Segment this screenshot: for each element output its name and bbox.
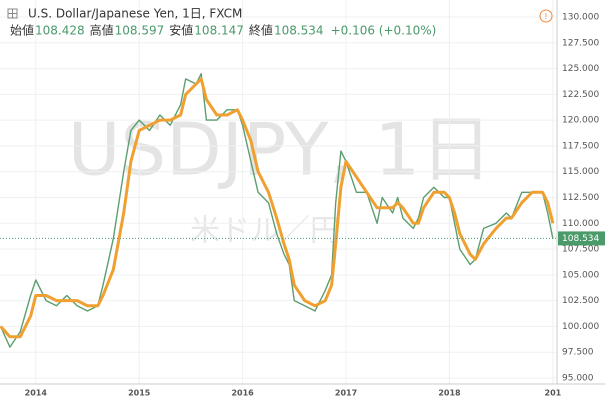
x-tick-label: 2016 (231, 389, 254, 398)
y-tick-label: 125.000 (562, 64, 599, 74)
y-tick-label: 130.000 (562, 13, 599, 23)
ohlc-text: 終値 (249, 23, 273, 38)
y-tick-label: 107.500 (562, 245, 599, 255)
x-tick-label: 201 (545, 389, 562, 398)
ohlc-row: 始値 108.428 高値 108.597 安値 108.147 終値 108.534 +0.1… (10, 23, 436, 38)
y-tick-label: 115.000 (562, 167, 599, 177)
watermark-sub: 米ドル／円 (190, 214, 340, 249)
ohlc-text: 安値 (169, 23, 193, 38)
alert-icon-mark: ! (544, 12, 547, 21)
price-line (0, 73, 554, 348)
y-tick-label: 95.000 (562, 374, 594, 384)
y-tick-label: 110.000 (562, 219, 599, 229)
y-tick-label: 102.500 (562, 296, 599, 306)
last-price-label: 108.534 (562, 234, 599, 244)
x-tick-label: 2015 (128, 389, 151, 398)
last-price-box (558, 231, 605, 246)
x-tick-label: 2018 (438, 389, 461, 398)
ohlc-text: 108.147 (194, 24, 244, 38)
x-tick-label: 2017 (335, 389, 357, 398)
y-tick-label: 117.500 (562, 141, 599, 151)
y-tick-label: 105.000 (562, 270, 599, 280)
ohlc-text: 108.597 (115, 24, 165, 38)
y-tick-label: 120.000 (562, 116, 599, 126)
ohlc-text: 108.534 (274, 24, 324, 38)
x-tick-label: 2014 (25, 389, 48, 398)
y-tick-label: 100.000 (562, 322, 599, 332)
ohlc-text: 高値 (90, 23, 114, 38)
alert-icon[interactable] (539, 9, 553, 23)
y-tick-label: 127.500 (562, 38, 599, 48)
y-tick-label: 97.500 (562, 348, 594, 358)
y-tick-label: 112.500 (562, 193, 599, 203)
ohlc-text: 始値 (10, 23, 34, 38)
ohlc-text: 108.428 (35, 24, 85, 38)
price-line (0, 77, 555, 339)
chart-title[interactable]: U.S. Dollar/Japanese Yen, 1日, FXCM (28, 7, 242, 21)
ohlc-text: +0.106 (+0.10%) (331, 24, 437, 38)
y-tick-label: 122.500 (562, 90, 599, 100)
plot (0, 0, 557, 384)
